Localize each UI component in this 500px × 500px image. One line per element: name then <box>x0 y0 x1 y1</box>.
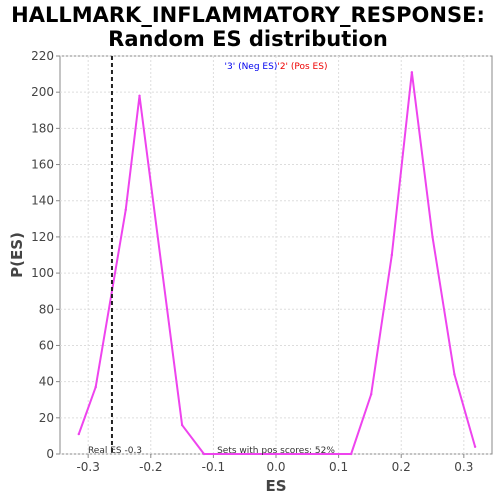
grid-lines <box>60 55 492 455</box>
data-point <box>138 94 141 98</box>
x-tick-label: -0.1 <box>202 460 225 474</box>
y-tick-label: 180 <box>31 121 54 135</box>
legend-neg-es: '3' (Neg ES) <box>225 62 278 72</box>
y-tick-label: 140 <box>31 194 54 208</box>
data-point <box>410 71 414 74</box>
x-tick-label: 0.1 <box>329 460 348 474</box>
real-es-label: Real ES -0.3 <box>88 446 142 456</box>
y-tick-label: 20 <box>39 411 54 425</box>
chart-title-line2: Random ES distribution <box>108 27 388 51</box>
es-distribution-line <box>77 71 477 455</box>
legend: '3' (Neg ES)'2' (Pos ES) <box>225 62 328 72</box>
y-tick-label: 100 <box>31 266 54 280</box>
plot-area <box>59 55 493 455</box>
data-point <box>390 253 394 257</box>
series-layer <box>77 71 477 456</box>
y-tick-label: 220 <box>31 49 54 63</box>
x-tick-label: 0.2 <box>392 460 411 474</box>
legend-pos-es: '2' (Pos ES) <box>277 62 327 72</box>
x-tick-label: 0.0 <box>266 460 285 474</box>
y-tick-label: 120 <box>31 230 54 244</box>
x-axis: -0.3 -0.2 -0.1 0.0 0.1 0.2 0.3 <box>76 454 473 474</box>
chart-title-line1: HALLMARK_INFLAMMATORY_RESPONSE: <box>11 3 485 27</box>
y-tick-label: 160 <box>31 158 54 172</box>
data-point <box>473 445 477 448</box>
x-axis-label: ES <box>265 477 286 495</box>
y-tick-label: 0 <box>46 447 54 461</box>
data-point <box>94 385 97 389</box>
x-tick-label: -0.2 <box>139 460 162 474</box>
data-point <box>453 373 456 376</box>
data-point <box>349 452 353 456</box>
pos-scores-annotation: Sets with pos scores: 52% <box>217 446 335 456</box>
data-point <box>77 432 80 436</box>
x-tick-label: -0.3 <box>76 460 99 474</box>
y-tick-label: 60 <box>39 338 54 352</box>
data-point <box>274 452 278 456</box>
data-point <box>124 208 127 211</box>
data-point <box>431 235 434 239</box>
y-tick-label: 80 <box>39 302 54 316</box>
data-point <box>180 423 184 427</box>
y-axis-label: P(ES) <box>8 232 26 278</box>
x-tick-label: 0.3 <box>454 460 473 474</box>
y-tick-label: 200 <box>31 85 54 99</box>
y-tick-label: 40 <box>39 375 54 389</box>
data-point <box>369 393 373 396</box>
y-axis: 0 20 40 60 80 100 120 140 160 180 200 220 <box>31 49 60 461</box>
data-point <box>202 452 206 456</box>
